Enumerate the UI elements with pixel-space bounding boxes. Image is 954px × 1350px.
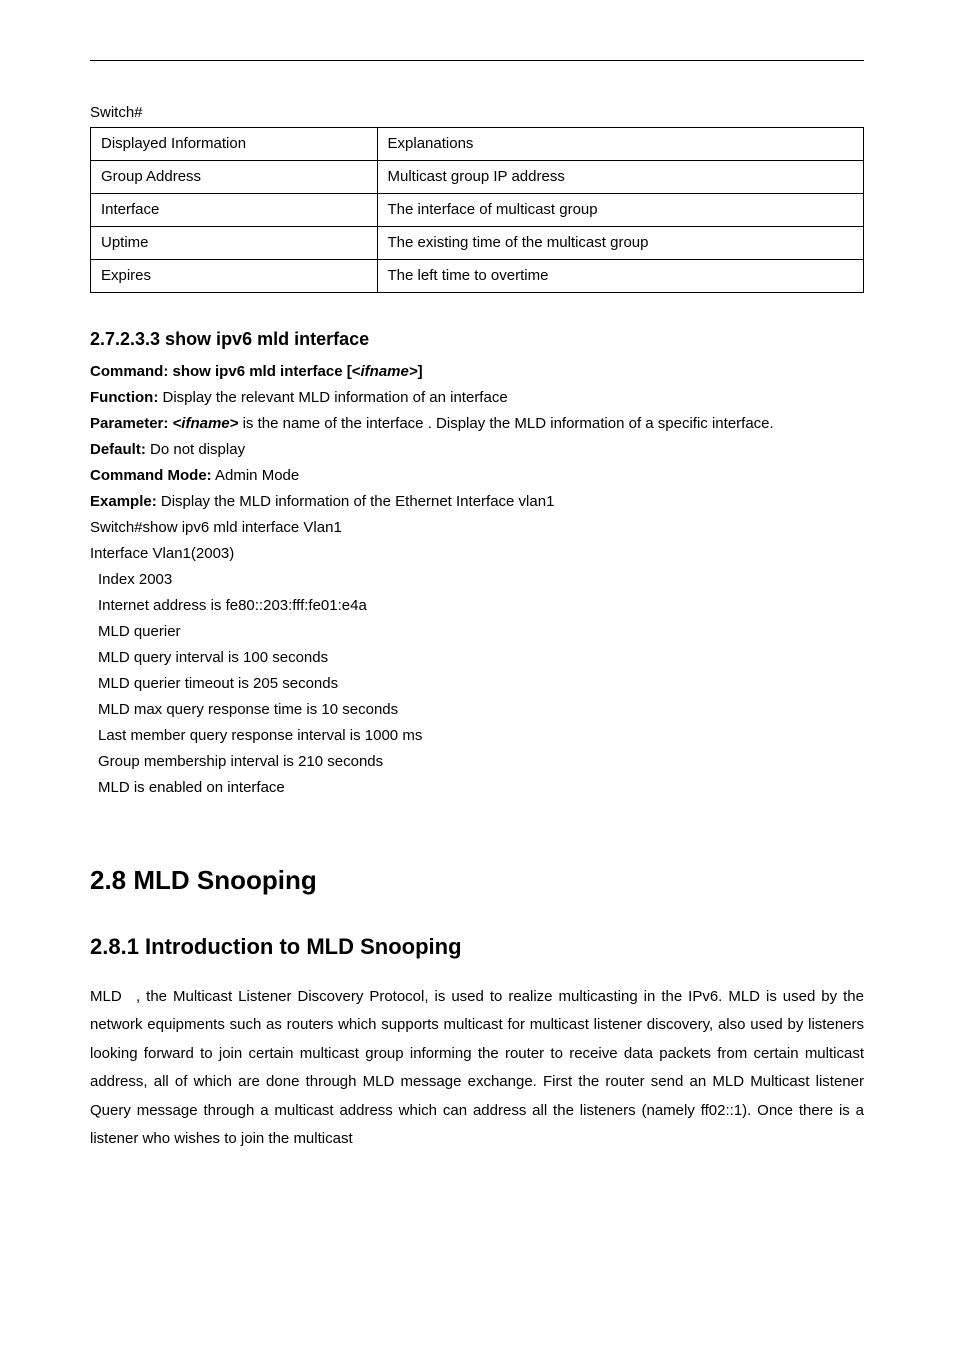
label-mode: Command Mode: (90, 467, 212, 484)
label-function: Function: (90, 389, 158, 406)
parameter-line: Parameter: <ifname> is the name of the i… (90, 412, 864, 436)
output-line: Last member query response interval is 1… (90, 724, 864, 748)
default-line: Default: Do not display (90, 438, 864, 462)
paragraph-lead: MLD (90, 983, 136, 1012)
output-line: MLD is enabled on interface (90, 776, 864, 800)
output-line: MLD max query response time is 10 second… (90, 698, 864, 722)
output-line: MLD querier timeout is 205 seconds (90, 672, 864, 696)
command-line: Command: show ipv6 mld interface [<ifnam… (90, 360, 864, 384)
command-bracket-open: [< (343, 363, 361, 380)
function-text: Display the relevant MLD information of … (158, 389, 507, 406)
parameter-name: <ifname> (173, 415, 239, 432)
table-row: Interface The interface of multicast gro… (91, 194, 864, 227)
table-row: Group Address Multicast group IP address (91, 161, 864, 194)
label-parameter: Parameter: (90, 415, 173, 432)
output-line: MLD querier (90, 620, 864, 644)
table-cell: Uptime (91, 227, 378, 260)
output-line: Switch#show ipv6 mld interface Vlan1 (90, 516, 864, 540)
output-line: Index 2003 (90, 568, 864, 592)
command-bracket-close: ] (418, 363, 423, 380)
table-cell: Displayed Information (91, 128, 378, 161)
table-cell: Expires (91, 260, 378, 293)
mode-text: Admin Mode (212, 467, 300, 484)
label-default: Default: (90, 441, 146, 458)
table-cell: Explanations (377, 128, 863, 161)
example-line: Example: Display the MLD information of … (90, 490, 864, 514)
table-row: Displayed Information Explanations (91, 128, 864, 161)
info-table: Displayed Information Explanations Group… (90, 127, 864, 293)
table-cell: Group Address (91, 161, 378, 194)
output-line: Internet address is fe80::203:fff:fe01:e… (90, 594, 864, 618)
label-example: Example: (90, 493, 157, 510)
command-text: show ipv6 mld interface (173, 363, 343, 380)
mode-line: Command Mode: Admin Mode (90, 464, 864, 488)
command-param: ifname> (361, 363, 418, 380)
function-line: Function: Display the relevant MLD infor… (90, 386, 864, 410)
subchapter-title: 2.8.1 Introduction to MLD Snooping (90, 929, 864, 964)
table-cell: Interface (91, 194, 378, 227)
table-cell: The interface of multicast group (377, 194, 863, 227)
paragraph-body: , the Multicast Listener Discovery Proto… (90, 988, 864, 1148)
table-cell: The left time to overtime (377, 260, 863, 293)
table-row: Uptime The existing time of the multicas… (91, 227, 864, 260)
output-line: MLD query interval is 100 seconds (90, 646, 864, 670)
section-heading: 2.7.2.3.3 show ipv6 mld interface (90, 325, 864, 354)
table-row: Expires The left time to overtime (91, 260, 864, 293)
output-line: Interface Vlan1(2003) (90, 542, 864, 566)
top-horizontal-rule (90, 60, 864, 61)
chapter-title: 2.8 MLD Snooping (90, 860, 864, 902)
example-text: Display the MLD information of the Ether… (157, 493, 555, 510)
label-command: Command: (90, 363, 168, 380)
table-cell: Multicast group IP address (377, 161, 863, 194)
switch-prompt: Switch# (90, 101, 864, 125)
default-text: Do not display (146, 441, 245, 458)
output-line: Group membership interval is 210 seconds (90, 750, 864, 774)
table-cell: The existing time of the multicast group (377, 227, 863, 260)
parameter-text: is the name of the interface . Display t… (238, 415, 773, 432)
intro-paragraph: MLD, the Multicast Listener Discovery Pr… (90, 983, 864, 1154)
